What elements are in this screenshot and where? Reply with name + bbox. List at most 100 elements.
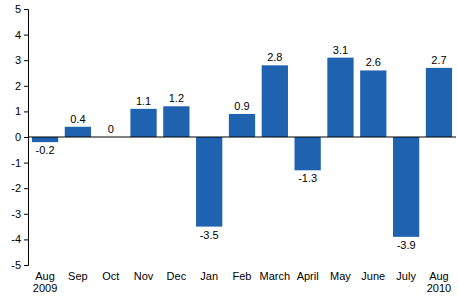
data-label: -0.2 xyxy=(36,144,55,156)
data-label: 0.9 xyxy=(234,100,249,112)
x-tick-label-line: Dec xyxy=(167,270,187,282)
y-tick-mark xyxy=(24,265,28,266)
x-tick-label: April xyxy=(297,270,319,282)
y-tick-mark xyxy=(24,188,28,189)
y-tick: -1 xyxy=(11,157,28,169)
data-label: 0 xyxy=(108,123,114,135)
y-tick: 5 xyxy=(15,3,28,15)
bar xyxy=(229,114,255,137)
x-tick-label-line: June xyxy=(361,270,385,282)
x-tick: Dec xyxy=(167,269,187,282)
y-tick-label: 4 xyxy=(15,29,21,41)
bar xyxy=(130,109,156,137)
data-label: -3.5 xyxy=(200,229,219,241)
x-tick: June xyxy=(361,269,385,282)
x-tick-label-line: Nov xyxy=(134,270,154,282)
x-tick-label-line: April xyxy=(297,270,319,282)
y-tick: 0 xyxy=(15,131,28,143)
y-tick-label: -2 xyxy=(11,182,21,194)
x-tick-label-line: May xyxy=(330,270,351,282)
y-tick-label: -4 xyxy=(11,233,21,245)
bar xyxy=(163,106,189,137)
x-tick: April xyxy=(297,269,319,282)
y-tick-mark xyxy=(24,60,28,61)
y-tick-label: 2 xyxy=(15,80,21,92)
x-tick-label: Jan xyxy=(200,270,218,282)
bar xyxy=(360,70,386,137)
y-tick-mark xyxy=(24,137,28,138)
x-tick-label: Nov xyxy=(134,270,154,282)
y-tick-mark xyxy=(24,111,28,112)
x-tick-label-line: Aug xyxy=(35,270,55,282)
x-tick-label-line: Sep xyxy=(68,270,88,282)
data-label: -3.9 xyxy=(397,239,416,251)
y-axis-line xyxy=(24,10,29,266)
bars xyxy=(32,58,452,237)
x-tick: Oct xyxy=(102,269,119,282)
x-tick: Nov xyxy=(134,269,154,282)
y-tick-label: -5 xyxy=(11,259,21,271)
data-label: 2.6 xyxy=(366,56,381,68)
x-tick-label: Sep xyxy=(68,270,88,282)
x-tick-label: Dec xyxy=(167,270,187,282)
x-tick-label: Feb xyxy=(233,270,252,282)
y-tick-label: 1 xyxy=(15,105,21,117)
y-tick-label: -1 xyxy=(11,157,21,169)
bar xyxy=(196,137,222,227)
x-tick-label: May xyxy=(330,270,351,282)
y-tick: 1 xyxy=(15,105,28,117)
bar xyxy=(32,137,58,142)
y-axis: -5 -4 -3 -2 -1 0 1 2 3 4 5 xyxy=(11,3,28,271)
y-tick-mark xyxy=(24,35,28,36)
y-tick-label: 5 xyxy=(15,3,21,15)
bar xyxy=(393,137,419,237)
x-tick-label-line: Oct xyxy=(102,270,119,282)
x-tick-label-line: Jan xyxy=(200,270,218,282)
y-tick: -2 xyxy=(11,182,28,194)
x-tick-label: Oct xyxy=(102,270,119,282)
bar xyxy=(295,137,321,170)
x-tick-label-line: July xyxy=(396,270,416,282)
data-label: 3.1 xyxy=(333,44,348,56)
x-tick: Aug2010 xyxy=(427,269,451,294)
bar xyxy=(426,68,452,137)
data-label: 2.8 xyxy=(267,51,282,63)
x-tick: March xyxy=(260,269,291,282)
x-tick: Feb xyxy=(233,269,252,282)
y-tick: 3 xyxy=(15,54,28,66)
y-tick-label: 0 xyxy=(15,131,21,143)
plot: -5 -4 -3 -2 -1 0 1 2 3 4 5 -0.2 0.4 0 1.1 1.2 -3.5 0.9 2.8… xyxy=(11,3,456,294)
x-tick-label-line: 2010 xyxy=(427,282,451,294)
y-tick: -4 xyxy=(11,233,28,245)
x-tick-label-line: Feb xyxy=(233,270,252,282)
y-tick: 2 xyxy=(15,80,28,92)
data-label: -1.3 xyxy=(298,172,317,184)
y-tick-mark xyxy=(24,86,28,87)
y-tick: -3 xyxy=(11,208,28,220)
data-label: 2.7 xyxy=(431,54,446,66)
bar xyxy=(65,127,91,137)
x-tick-label: Aug2010 xyxy=(427,270,451,294)
data-label: 1.2 xyxy=(169,92,184,104)
data-label: 1.1 xyxy=(136,95,151,107)
x-tick: July xyxy=(396,269,416,282)
y-tick-mark xyxy=(24,239,28,240)
bar xyxy=(327,58,353,137)
x-tick: Jan xyxy=(200,269,218,282)
zero-line xyxy=(28,137,456,138)
x-tick-label-line: March xyxy=(260,270,291,282)
y-tick-mark xyxy=(24,163,28,164)
data-labels: -0.2 0.4 0 1.1 1.2 -3.5 0.9 2.8 -1.3 3.1 2.6 -3.9 2.… xyxy=(36,44,447,251)
x-tick-label: July xyxy=(396,270,416,282)
x-axis: Aug2009 Sep Oct Nov Dec Jan Feb March April May Ju… xyxy=(33,269,451,294)
data-label: 0.4 xyxy=(70,113,85,125)
x-tick: May xyxy=(330,269,351,282)
x-tick-label-line: 2009 xyxy=(33,282,57,294)
x-tick-label: March xyxy=(260,270,291,282)
y-tick: -5 xyxy=(11,259,28,271)
x-tick: Aug2009 xyxy=(33,269,57,294)
y-tick: 4 xyxy=(15,29,28,41)
y-tick-label: 3 xyxy=(15,54,21,66)
x-tick: Sep xyxy=(68,269,88,282)
chart: -5 -4 -3 -2 -1 0 1 2 3 4 5 -0.2 0.4 0 1.1 1.2 -3.5 0.9 2.8… xyxy=(0,0,458,297)
